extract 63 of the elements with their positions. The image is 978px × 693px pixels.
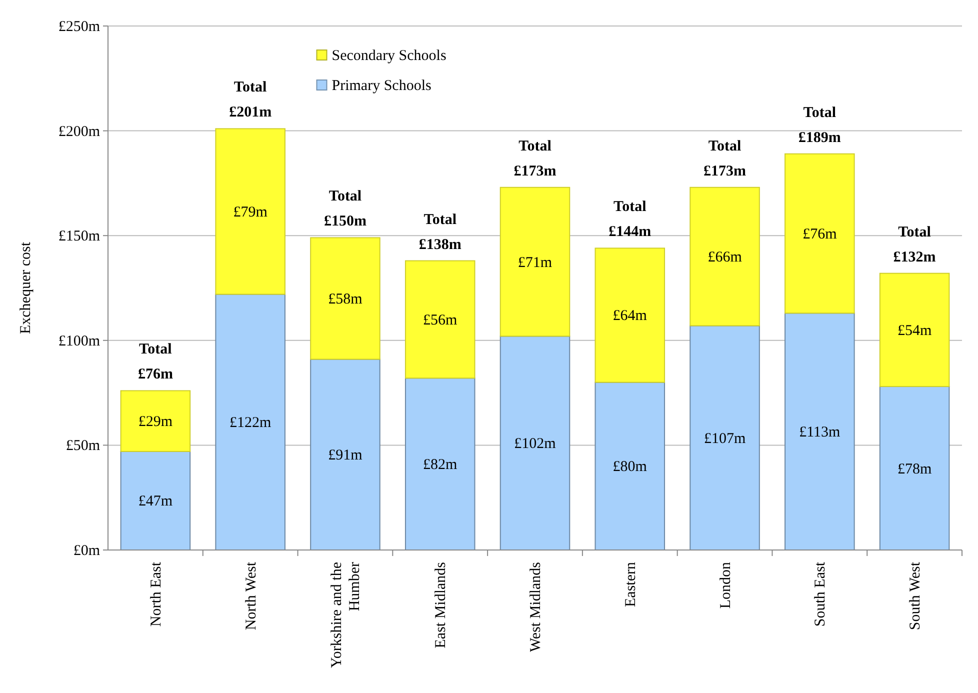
total-label: Total £173m bbox=[514, 138, 557, 180]
y-tick-label: £250m bbox=[58, 19, 100, 35]
data-label: £29m bbox=[138, 414, 173, 430]
bar bbox=[404, 378, 476, 550]
total-label: Total £201m bbox=[229, 80, 272, 121]
total-label: Total £189m bbox=[798, 104, 842, 146]
x-tick-label: Eastern bbox=[622, 562, 639, 607]
x-tick-label: South East bbox=[812, 561, 829, 627]
bar bbox=[120, 450, 191, 550]
data-label: £79m bbox=[233, 204, 268, 220]
bar bbox=[310, 358, 380, 550]
data-label: £102m bbox=[514, 436, 556, 452]
data-label: £54m bbox=[897, 322, 932, 339]
total-label: Total £173m bbox=[704, 138, 747, 180]
data-label: £47m bbox=[138, 494, 173, 510]
legend-label: Secondary Schools bbox=[332, 48, 446, 64]
data-label: £71m bbox=[518, 254, 552, 271]
x-tick-label: East Midlands bbox=[433, 562, 450, 648]
bar bbox=[690, 325, 760, 550]
x-tick-label: North East bbox=[148, 561, 164, 627]
total-label: Total £144m bbox=[608, 199, 652, 240]
data-label: £56m bbox=[423, 312, 458, 328]
data-label: £91m bbox=[328, 448, 363, 464]
total-label: Total £76m bbox=[138, 342, 174, 383]
bar bbox=[404, 260, 476, 379]
bar bbox=[784, 312, 855, 550]
y-tick-label: £150m bbox=[58, 228, 100, 245]
data-label: £113m bbox=[799, 424, 841, 441]
data-label: £76m bbox=[802, 226, 838, 243]
data-label: £122m bbox=[229, 415, 272, 432]
bar bbox=[594, 248, 666, 383]
bar bbox=[784, 153, 855, 314]
y-tick-label: £0m bbox=[73, 543, 100, 559]
bar bbox=[215, 128, 286, 295]
data-label: £80m bbox=[612, 459, 648, 476]
data-label: £82m bbox=[423, 457, 458, 474]
bar bbox=[500, 336, 570, 550]
data-label: £58m bbox=[328, 291, 363, 308]
x-tick-label: West Midlands bbox=[528, 562, 544, 652]
legend-label: Primary Schools bbox=[332, 78, 432, 94]
data-label: £66m bbox=[708, 250, 742, 266]
bar bbox=[690, 186, 760, 326]
bar bbox=[879, 272, 950, 388]
y-tick-label: £200m bbox=[58, 124, 100, 140]
data-label: £78m bbox=[897, 461, 932, 478]
y-axis-title: Exchequer cost bbox=[18, 241, 34, 334]
bar bbox=[120, 390, 191, 452]
bar bbox=[215, 294, 286, 550]
bar bbox=[310, 237, 380, 360]
x-tick-label: South West bbox=[908, 561, 924, 630]
x-tick-label: Yorkshire and the Humber bbox=[329, 562, 364, 668]
y-tick-label: £50m bbox=[66, 438, 100, 454]
data-label: £107m bbox=[704, 430, 746, 447]
total-label: Total £132m bbox=[893, 224, 936, 266]
total-label: Total £138m bbox=[418, 212, 462, 253]
data-label: £64m bbox=[612, 308, 648, 324]
bar bbox=[879, 386, 950, 550]
x-tick-label: North West bbox=[243, 561, 260, 630]
bar bbox=[594, 382, 666, 550]
y-tick-label: £100m bbox=[58, 333, 100, 350]
total-label: Total £150m bbox=[324, 188, 367, 230]
bar bbox=[500, 186, 570, 337]
x-tick-label: London bbox=[718, 562, 734, 609]
